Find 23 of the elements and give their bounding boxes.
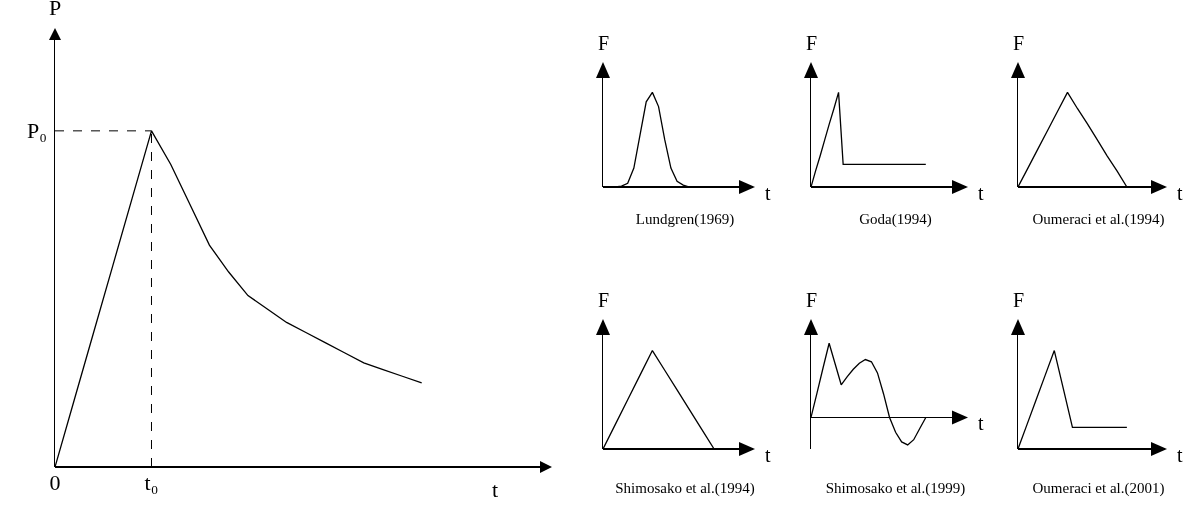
y-axis-title: F bbox=[806, 289, 818, 311]
y-axis-title: F bbox=[806, 32, 818, 54]
x-tick-label: 0 bbox=[49, 470, 61, 495]
text: Oumeraci et al.(1994) bbox=[1032, 210, 1165, 228]
annotation: P₀ bbox=[27, 118, 47, 143]
x-axis-title: t bbox=[1177, 182, 1183, 204]
text: Oumeraci et al.(2001) bbox=[1032, 479, 1165, 497]
x-axis-title: t bbox=[1177, 444, 1183, 466]
text: Shimosako et al.(1999) bbox=[825, 479, 966, 497]
x-axis-title: t bbox=[978, 182, 984, 204]
x-axis-title: t bbox=[765, 182, 771, 204]
y-axis-title: F bbox=[1013, 32, 1025, 54]
x-axis-title: t bbox=[492, 477, 499, 502]
y-axis-title: P bbox=[49, 0, 62, 20]
y-axis-title: F bbox=[1013, 289, 1025, 311]
x-axis-title: t bbox=[765, 444, 771, 466]
text: Shimosako et al.(1994) bbox=[615, 479, 755, 497]
text: Goda(1994) bbox=[859, 210, 932, 228]
y-axis-title: F bbox=[598, 32, 610, 54]
y-axis-title: F bbox=[598, 289, 610, 311]
x-axis-title: t bbox=[978, 412, 984, 434]
text: Lundgren(1969) bbox=[635, 210, 735, 228]
x-tick-label: t₀ bbox=[144, 470, 159, 495]
